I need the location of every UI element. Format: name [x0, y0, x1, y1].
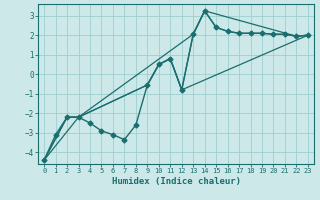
X-axis label: Humidex (Indice chaleur): Humidex (Indice chaleur)	[111, 177, 241, 186]
